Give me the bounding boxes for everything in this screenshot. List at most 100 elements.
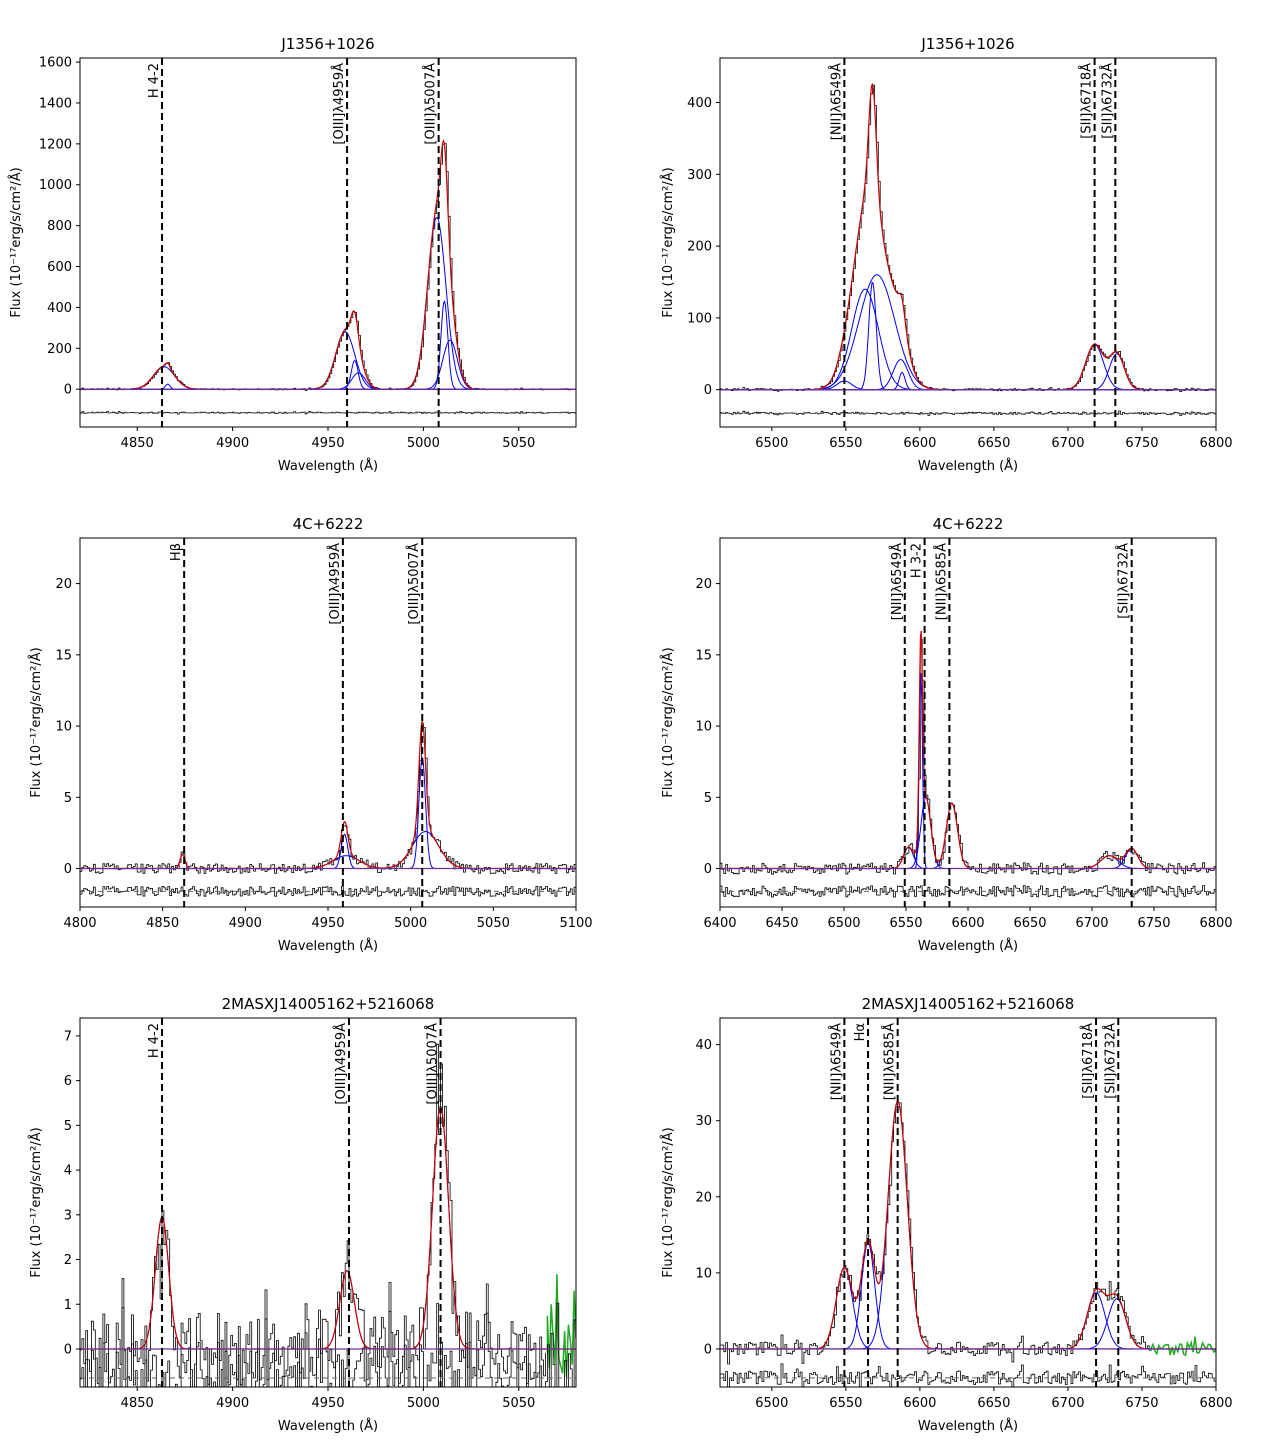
x-tick-label: 4900: [229, 916, 262, 931]
marker-label-3: [NII]λ6585Å: [882, 1023, 898, 1100]
marker-label-4: [SII]λ6718Å: [1080, 1023, 1096, 1099]
x-tick-label: 4800: [63, 916, 96, 931]
marker-label-2: [OIII]λ4959Å: [331, 63, 347, 145]
residual-spectrum: [720, 1363, 1216, 1387]
plot-frame: [719, 57, 1217, 428]
gaussian-component-3: [80, 1106, 576, 1350]
x-axis-label: Wavelength (Å): [918, 458, 1018, 474]
plot-area: [80, 139, 576, 415]
y-tick-label: 6: [64, 1074, 72, 1089]
x-tick-label: 4850: [146, 916, 179, 931]
y-tick-label: 5: [704, 791, 712, 806]
y-axis-label: Flux (10⁻¹⁷erg/s/cm²/Å): [660, 1127, 676, 1277]
spectrum-panel-6: [NII]λ6549Å Hα [NII]λ6585Å [SII]λ6718Å [SII]…: [660, 995, 1233, 1434]
gaussian-component-3: [720, 1100, 1216, 1350]
marker-label-2: [SII]λ6718Å: [1079, 63, 1095, 139]
x-tick-label: 6800: [1199, 436, 1232, 451]
x-axis-label: Wavelength (Å): [278, 1418, 378, 1434]
x-tick-label: 4850: [121, 436, 154, 451]
masked-spectrum: [1150, 1336, 1216, 1357]
y-tick-label: 400: [47, 301, 72, 316]
y-tick-label: 200: [687, 240, 712, 255]
marker-label-4: [SII]λ6732Å: [1116, 543, 1132, 619]
plot-area: [80, 719, 576, 897]
y-tick-label: 4: [64, 1164, 72, 1179]
x-tick-label: 6550: [829, 1396, 862, 1411]
marker-label-1: H 4-2: [147, 63, 162, 98]
x-tick-label: 5000: [407, 1396, 440, 1411]
chart-title: 4C+6222: [933, 515, 1004, 533]
x-tick-label: 4900: [216, 436, 249, 451]
y-tick-label: 400: [687, 96, 712, 111]
marker-label-1: [NII]λ6549Å: [889, 543, 905, 620]
y-tick-label: 200: [47, 342, 72, 357]
x-tick-label: 6800: [1199, 916, 1232, 931]
x-tick-label: 6500: [755, 436, 788, 451]
y-tick-label: 0: [704, 383, 712, 398]
x-tick-label: 6500: [827, 916, 860, 931]
y-tick-label: 5: [64, 791, 72, 806]
marker-label-1: [NII]λ6549Å: [828, 1023, 844, 1100]
x-tick-label: 6650: [1013, 916, 1046, 931]
x-tick-label: 6600: [951, 916, 984, 931]
gaussian-component-5: [720, 1298, 1216, 1350]
gaussian-component-5: [720, 359, 1216, 391]
spectrum-panel-4: [NII]λ6549Å H 3-2 [NII]λ6585Å [SII]λ6732Å 64…: [660, 515, 1233, 954]
x-tick-label: 6450: [765, 916, 798, 931]
x-tick-label: 4950: [311, 1396, 344, 1411]
marker-label-1: H 4-2: [147, 1023, 162, 1058]
y-tick-label: 15: [695, 648, 712, 663]
marker-label-3: [OIII]λ5007Å: [406, 543, 422, 625]
chart-title: J1356+1026: [280, 35, 374, 53]
x-tick-label: 6750: [1125, 436, 1158, 451]
marker-label-2: [OIII]λ4959Å: [333, 1023, 349, 1105]
x-tick-label: 6750: [1137, 916, 1170, 931]
y-tick-label: 5: [64, 1119, 72, 1134]
x-tick-label: 6800: [1199, 1396, 1232, 1411]
x-tick-label: 6750: [1125, 1396, 1158, 1411]
plot-frame: [79, 57, 577, 428]
x-tick-label: 4850: [121, 1396, 154, 1411]
y-axis-label: Flux (10⁻¹⁷erg/s/cm²/Å): [28, 647, 44, 797]
marker-label-1: Hβ: [169, 543, 184, 561]
chart-title: J1356+1026: [920, 35, 1014, 53]
x-tick-label: 4950: [311, 916, 344, 931]
observed-spectrum: [720, 84, 1216, 392]
y-tick-label: 7: [64, 1029, 72, 1044]
x-tick-label: 6650: [977, 1396, 1010, 1411]
total-fit: [80, 139, 576, 390]
y-tick-label: 20: [55, 577, 72, 592]
x-tick-label: 5050: [477, 916, 510, 931]
y-tick-label: 600: [47, 260, 72, 275]
gaussian-component-3: [720, 796, 1216, 869]
observed-spectrum: [80, 723, 576, 874]
y-tick-label: 30: [695, 1114, 712, 1129]
gaussian-component-2: [720, 673, 1216, 869]
spectrum-panel-2: [NII]λ6549Å [SII]λ6718Å [SII]λ6732Å 6500 655…: [660, 35, 1233, 474]
marker-label-5: [SII]λ6732Å: [1102, 1023, 1118, 1099]
masked-spectrum: [546, 1274, 576, 1378]
gaussian-component-1: [720, 1267, 1216, 1350]
plot-area: [720, 1100, 1216, 1387]
residual-spectrum: [80, 886, 576, 897]
plot-area: [720, 630, 1216, 898]
x-tick-label: 6700: [1075, 916, 1108, 931]
total-fit: [80, 1106, 576, 1350]
x-tick-label: 6550: [889, 916, 922, 931]
gaussian-component-2: [80, 383, 576, 390]
marker-label-3: [OIII]λ5007Å: [423, 63, 439, 145]
x-tick-label: 5100: [559, 916, 592, 931]
y-tick-label: 1: [64, 1298, 72, 1313]
y-tick-label: 0: [64, 862, 72, 877]
y-tick-label: 40: [695, 1038, 712, 1053]
y-tick-label: 10: [695, 1266, 712, 1281]
y-tick-label: 10: [695, 720, 712, 735]
x-tick-label: 6550: [829, 436, 862, 451]
y-tick-label: 20: [695, 577, 712, 592]
spectrum-panel-5: H 4-2 [OIII]λ4959Å [OIII]λ5007Å 4850 4900 495…: [28, 995, 577, 1434]
gaussian-component-2: [720, 1241, 1216, 1350]
y-tick-label: 1200: [39, 137, 72, 152]
plot-area: [720, 82, 1216, 416]
x-tick-label: 5000: [394, 916, 427, 931]
marker-label-2: H 3-2: [910, 543, 925, 578]
